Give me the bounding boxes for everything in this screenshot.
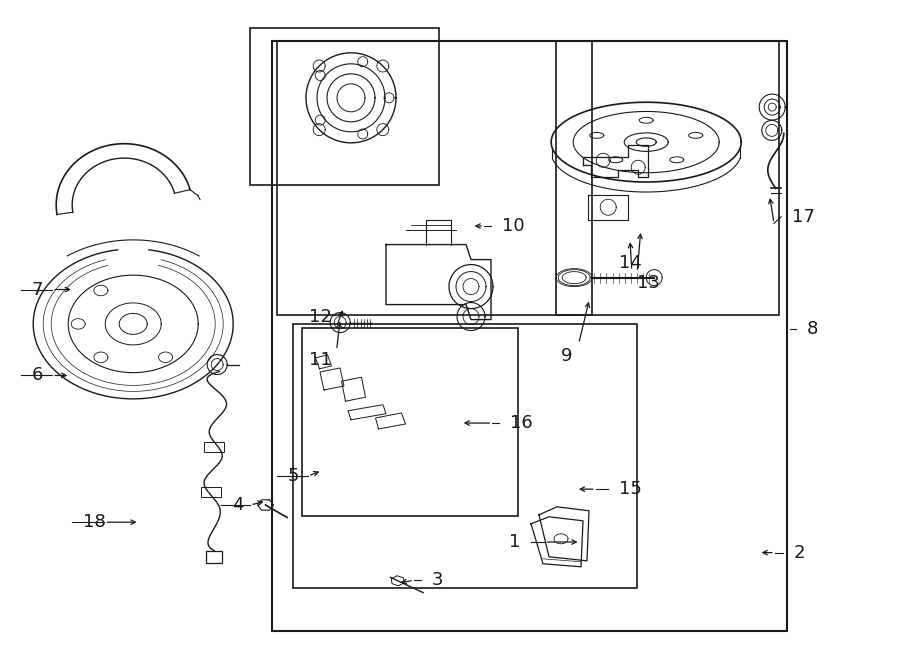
Bar: [272, 41, 787, 631]
Text: 4: 4: [232, 496, 244, 514]
Text: 9: 9: [562, 346, 572, 365]
Text: 15: 15: [619, 480, 642, 498]
Text: 7: 7: [32, 280, 43, 299]
Text: 6: 6: [32, 366, 43, 385]
Text: 14: 14: [618, 254, 642, 272]
Bar: [277, 41, 592, 315]
Text: 16: 16: [510, 414, 533, 432]
Bar: [302, 328, 518, 516]
Text: 12: 12: [309, 308, 332, 327]
Bar: [293, 324, 637, 588]
Text: 10: 10: [502, 217, 525, 235]
Text: 3: 3: [432, 571, 444, 590]
Bar: [250, 28, 439, 185]
Text: 18: 18: [83, 513, 105, 531]
Text: 13: 13: [636, 274, 660, 292]
Bar: [556, 41, 779, 315]
Bar: [206, 551, 222, 563]
Text: 1: 1: [508, 533, 520, 551]
Text: 5: 5: [288, 467, 300, 485]
Text: 11: 11: [309, 351, 332, 369]
Text: 2: 2: [794, 543, 806, 562]
Text: 8: 8: [806, 320, 818, 338]
Bar: [204, 442, 224, 451]
Bar: [202, 486, 221, 496]
Text: 17: 17: [792, 208, 814, 226]
